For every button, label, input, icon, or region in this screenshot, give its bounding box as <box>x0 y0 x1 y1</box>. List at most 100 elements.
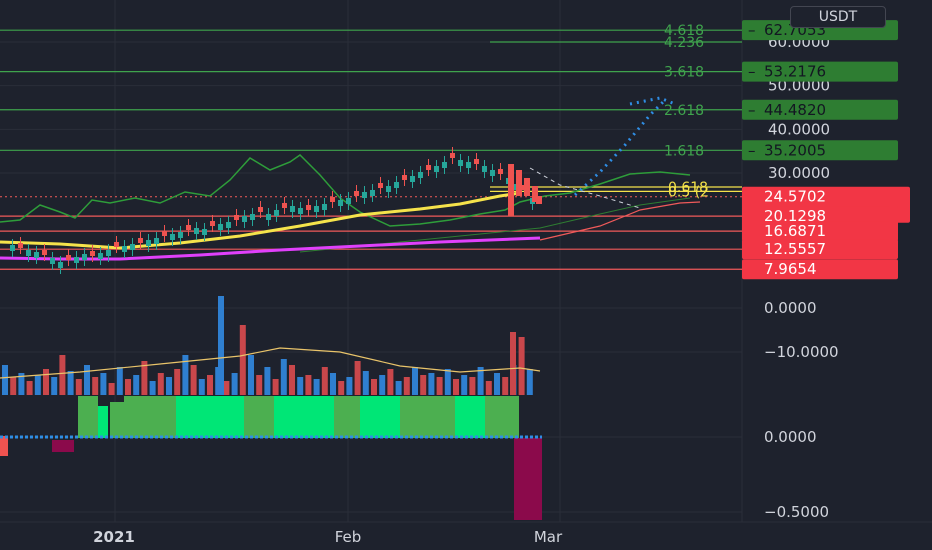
candle-body <box>266 214 271 220</box>
fib-price-tag-text: 53.2176 <box>764 63 826 81</box>
support-tag-bg <box>742 206 898 227</box>
candle-body <box>524 178 530 196</box>
histogram-bars <box>0 396 542 520</box>
fib-label: 3.618 <box>664 65 704 81</box>
volume-bar <box>166 377 172 395</box>
candle-body <box>482 166 487 172</box>
candle-body <box>26 250 31 256</box>
price-axis[interactable]: 60.000050.000040.000030.000062.705353.21… <box>742 20 910 521</box>
support-price-tag: 20.1298 <box>742 206 898 227</box>
candle-body <box>290 206 295 212</box>
candle-body <box>434 166 439 172</box>
candle-body <box>34 252 39 258</box>
volume-bar <box>436 377 443 395</box>
volume-bar <box>502 377 509 395</box>
volume-bar <box>218 296 224 395</box>
histogram-bar <box>110 402 124 438</box>
candle-body <box>74 257 79 263</box>
volume-bar <box>248 355 254 395</box>
histogram-bar <box>176 396 244 438</box>
fib-tag-dash: – <box>748 141 756 159</box>
volume-bar <box>84 365 90 395</box>
volume-bar <box>428 373 435 395</box>
candle-body <box>10 245 15 251</box>
time-label: Feb <box>335 528 362 546</box>
candle-body <box>210 221 215 226</box>
candles <box>10 147 542 274</box>
volume-bar <box>510 332 516 395</box>
volume-bar <box>379 375 386 395</box>
candle-body <box>58 262 63 268</box>
volume-bar <box>477 367 484 395</box>
volume-bar <box>190 365 197 395</box>
candle-body <box>218 224 223 230</box>
candle-body <box>138 238 143 243</box>
candle-body <box>186 225 191 230</box>
candle-body <box>146 240 151 246</box>
histogram-bar <box>274 396 334 438</box>
candle-body <box>346 198 351 204</box>
time-label: 2021 <box>93 528 135 546</box>
candle-body <box>106 250 111 256</box>
histogram-bar <box>334 396 360 438</box>
fib-label: 4.236 <box>664 35 704 51</box>
volume-bar <box>108 383 115 395</box>
candle-body <box>418 172 423 178</box>
axis-tick-label: −0.5000 <box>764 503 829 521</box>
candle-body <box>170 234 175 240</box>
volume-bar <box>297 377 304 395</box>
fib-label: 0.618 <box>668 180 708 196</box>
volume-bar <box>51 377 58 395</box>
candle-body <box>394 182 399 188</box>
axis-tick-label: 0.0000 <box>764 428 817 446</box>
time-axis[interactable]: 2021 Feb Mar <box>93 528 563 546</box>
support-tag-text: 16.6871 <box>764 222 826 240</box>
volume-bar <box>453 379 459 395</box>
histogram-bar <box>400 396 455 438</box>
volume-bar <box>494 373 500 395</box>
volume-bar <box>371 379 377 395</box>
volume-bar <box>207 375 213 395</box>
support-price-tag: 12.5557 <box>742 239 898 260</box>
fib-tag-dash: – <box>748 101 756 119</box>
candle-body <box>426 165 431 170</box>
volume-bar <box>444 369 451 395</box>
volume-bar <box>321 367 328 395</box>
candle-body <box>202 229 207 235</box>
fib-price-tag: 35.2005 <box>742 140 898 161</box>
volume-bar <box>526 369 533 395</box>
histogram-bar <box>98 406 108 438</box>
volume-bar <box>34 375 41 395</box>
candle-body <box>274 210 279 216</box>
volume-bar <box>362 371 369 395</box>
oscillator-line <box>0 154 691 227</box>
fib-price-tag-bg <box>742 140 898 161</box>
fib-price-tag-text: 35.2005 <box>764 141 826 159</box>
volume-bar <box>43 369 49 395</box>
histogram-bar <box>514 438 542 520</box>
volume-ma-line <box>0 347 541 379</box>
volume-bar <box>92 377 99 395</box>
fib-label: 0.5 (2 <box>668 184 709 200</box>
candle-body <box>194 228 199 234</box>
candle-body <box>498 169 503 174</box>
axis-tick-label: −10.0000 <box>764 343 839 361</box>
candle-body <box>250 214 255 220</box>
support-tag-bg <box>742 259 898 280</box>
candle-body <box>82 254 87 260</box>
volume-bar <box>313 379 320 395</box>
cloud-line <box>539 201 701 241</box>
volume-bar <box>223 381 230 395</box>
candle-body <box>532 186 538 202</box>
candle-body <box>442 162 447 168</box>
volume-bar <box>100 373 107 395</box>
candle-body <box>282 203 287 208</box>
candle-body <box>450 153 455 158</box>
volume-bar <box>149 381 156 395</box>
candle-body <box>474 159 479 164</box>
candle-body <box>458 160 463 166</box>
volume-bar <box>412 367 418 395</box>
currency-badge[interactable]: USDT <box>790 6 886 28</box>
